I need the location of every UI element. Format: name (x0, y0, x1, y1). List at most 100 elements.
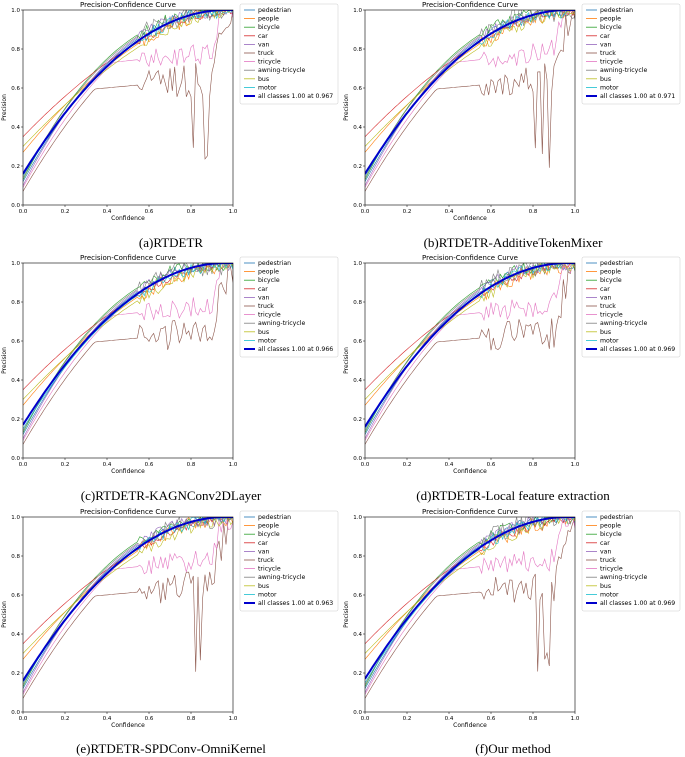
x-tick-label: 0.2 (61, 209, 70, 215)
class-curve-tricycle (23, 263, 233, 441)
legend-entry-all-classes: all classes 1.00 at 0.967 (258, 93, 333, 100)
class-curve-motor (23, 10, 233, 176)
class-curve-van (365, 10, 575, 186)
chart-title: Precision-Confidence Curve (422, 508, 518, 516)
x-tick-label: 0.8 (529, 462, 538, 468)
class-curve-bus (365, 10, 575, 147)
y-tick-label: 0.0 (353, 710, 362, 716)
legend-entry-pedestrian: pedestrian (258, 7, 291, 14)
y-axis-label: Precision (343, 347, 350, 374)
legend-entry-pedestrian: pedestrian (258, 514, 291, 521)
y-tick-label: 0.4 (11, 632, 20, 638)
y-tick-label: 1.0 (353, 515, 362, 521)
legend-entry-all-classes: all classes 1.00 at 0.971 (600, 93, 675, 100)
x-axis-label: Confidence (453, 722, 487, 729)
legend-entry-motor: motor (258, 591, 277, 598)
pc-curve-chart: Precision-Confidence Curve 0.0 0.2 0.4 0.6 0.… (343, 254, 681, 475)
x-tick-label: 0.8 (529, 209, 538, 215)
x-tick-label: 0.4 (445, 716, 454, 722)
x-tick-label: 0.4 (103, 716, 112, 722)
legend-entry-bus: bus (600, 329, 611, 336)
class-curve-awning-tricycle (365, 10, 575, 178)
class-curve-bus (23, 10, 233, 147)
legend-entry-bus: bus (600, 76, 611, 83)
x-axis-label: Confidence (111, 215, 145, 222)
legend-entry-tricycle: tricycle (258, 312, 281, 319)
class-curve-people (23, 10, 233, 153)
x-axis-label: Confidence (453, 215, 487, 222)
legend-entry-all-classes: all classes 1.00 at 0.963 (258, 600, 333, 607)
legend-entry-awning-tricycle: awning-tricycle (600, 320, 647, 327)
figure-caption: (b)RTDETR-AdditiveTokenMixer (423, 235, 603, 250)
chart-title: Precision-Confidence Curve (80, 254, 176, 262)
y-tick-label: 0.4 (11, 125, 20, 131)
plot-frame (364, 516, 576, 713)
y-tick-label: 1.0 (11, 8, 20, 14)
legend-entry-bicycle: bicycle (258, 277, 280, 284)
x-tick-label: 0.2 (403, 716, 412, 722)
y-tick-label: 1.0 (353, 261, 362, 267)
all-classes-curve (23, 517, 233, 682)
figure-caption: (f)Our method (475, 741, 551, 756)
x-tick-label: 1.0 (571, 209, 580, 215)
y-tick-label: 0.2 (353, 164, 362, 170)
class-curve-van (365, 263, 575, 439)
plot-frame (22, 262, 234, 459)
class-curve-bus (23, 517, 233, 654)
legend-entry-tricycle: tricycle (600, 59, 623, 66)
class-curve-truck (23, 263, 233, 445)
class-curve-awning-tricycle (23, 517, 233, 685)
y-tick-label: 0.8 (353, 47, 362, 53)
figure-caption: (e)RTDETR-SPDConv-OmniKernel (76, 741, 266, 756)
legend-entry-people: people (258, 16, 279, 23)
x-tick-label: 0.6 (145, 209, 154, 215)
y-tick-label: 0.4 (353, 632, 362, 638)
class-curve-pedestrian (365, 10, 575, 182)
y-tick-label: 0.4 (353, 378, 362, 384)
pc-curve-chart: Precision-Confidence Curve 0.0 0.2 0.4 0.6 0.… (1, 1, 339, 222)
chart-title: Precision-Confidence Curve (422, 254, 518, 262)
class-curve-bus (365, 263, 575, 400)
class-curve-awning-tricycle (365, 517, 575, 685)
y-tick-label: 0.0 (11, 203, 20, 209)
class-curve-motor (365, 10, 575, 176)
class-curve-van (23, 263, 233, 439)
x-tick-label: 1.0 (229, 462, 238, 468)
y-tick-label: 1.0 (353, 8, 362, 14)
x-tick-label: 0.6 (487, 209, 496, 215)
legend-entry-all-classes: all classes 1.00 at 0.969 (600, 346, 675, 353)
x-tick-label: 0.4 (445, 209, 454, 215)
y-tick-label: 0.6 (353, 339, 362, 345)
class-curve-truck (23, 10, 233, 192)
class-curve-bicycle (365, 517, 575, 687)
x-tick-label: 1.0 (571, 462, 580, 468)
x-tick-label: 0.0 (19, 716, 28, 722)
y-axis-label: Precision (343, 94, 350, 121)
legend-entry-car: car (258, 33, 268, 40)
y-axis-label: Precision (1, 94, 8, 121)
x-tick-label: 1.0 (229, 716, 238, 722)
chart-title: Precision-Confidence Curve (80, 508, 176, 516)
legend-entry-truck: truck (600, 50, 616, 57)
y-tick-label: 0.0 (11, 456, 20, 462)
x-axis-label: Confidence (111, 722, 145, 729)
class-curve-pedestrian (365, 263, 575, 435)
legend-entry-bicycle: bicycle (600, 24, 622, 31)
class-curve-car (23, 10, 233, 138)
legend-entry-van: van (258, 41, 269, 48)
class-curve-awning-tricycle (23, 263, 233, 431)
y-axis-label: Precision (1, 601, 8, 628)
class-curve-tricycle (365, 10, 575, 188)
class-curve-people (365, 10, 575, 153)
legend-entry-awning-tricycle: awning-tricycle (258, 320, 305, 327)
x-tick-label: 0.8 (187, 462, 196, 468)
pc-curve-panel-2: Precision-Confidence Curve 0.0 0.2 0.4 0.6 0.… (0, 253, 342, 481)
all-classes-curve (23, 10, 233, 175)
legend-entry-awning-tricycle: awning-tricycle (258, 574, 305, 581)
legend-entry-bus: bus (600, 583, 611, 590)
chart-title: Precision-Confidence Curve (422, 1, 518, 9)
